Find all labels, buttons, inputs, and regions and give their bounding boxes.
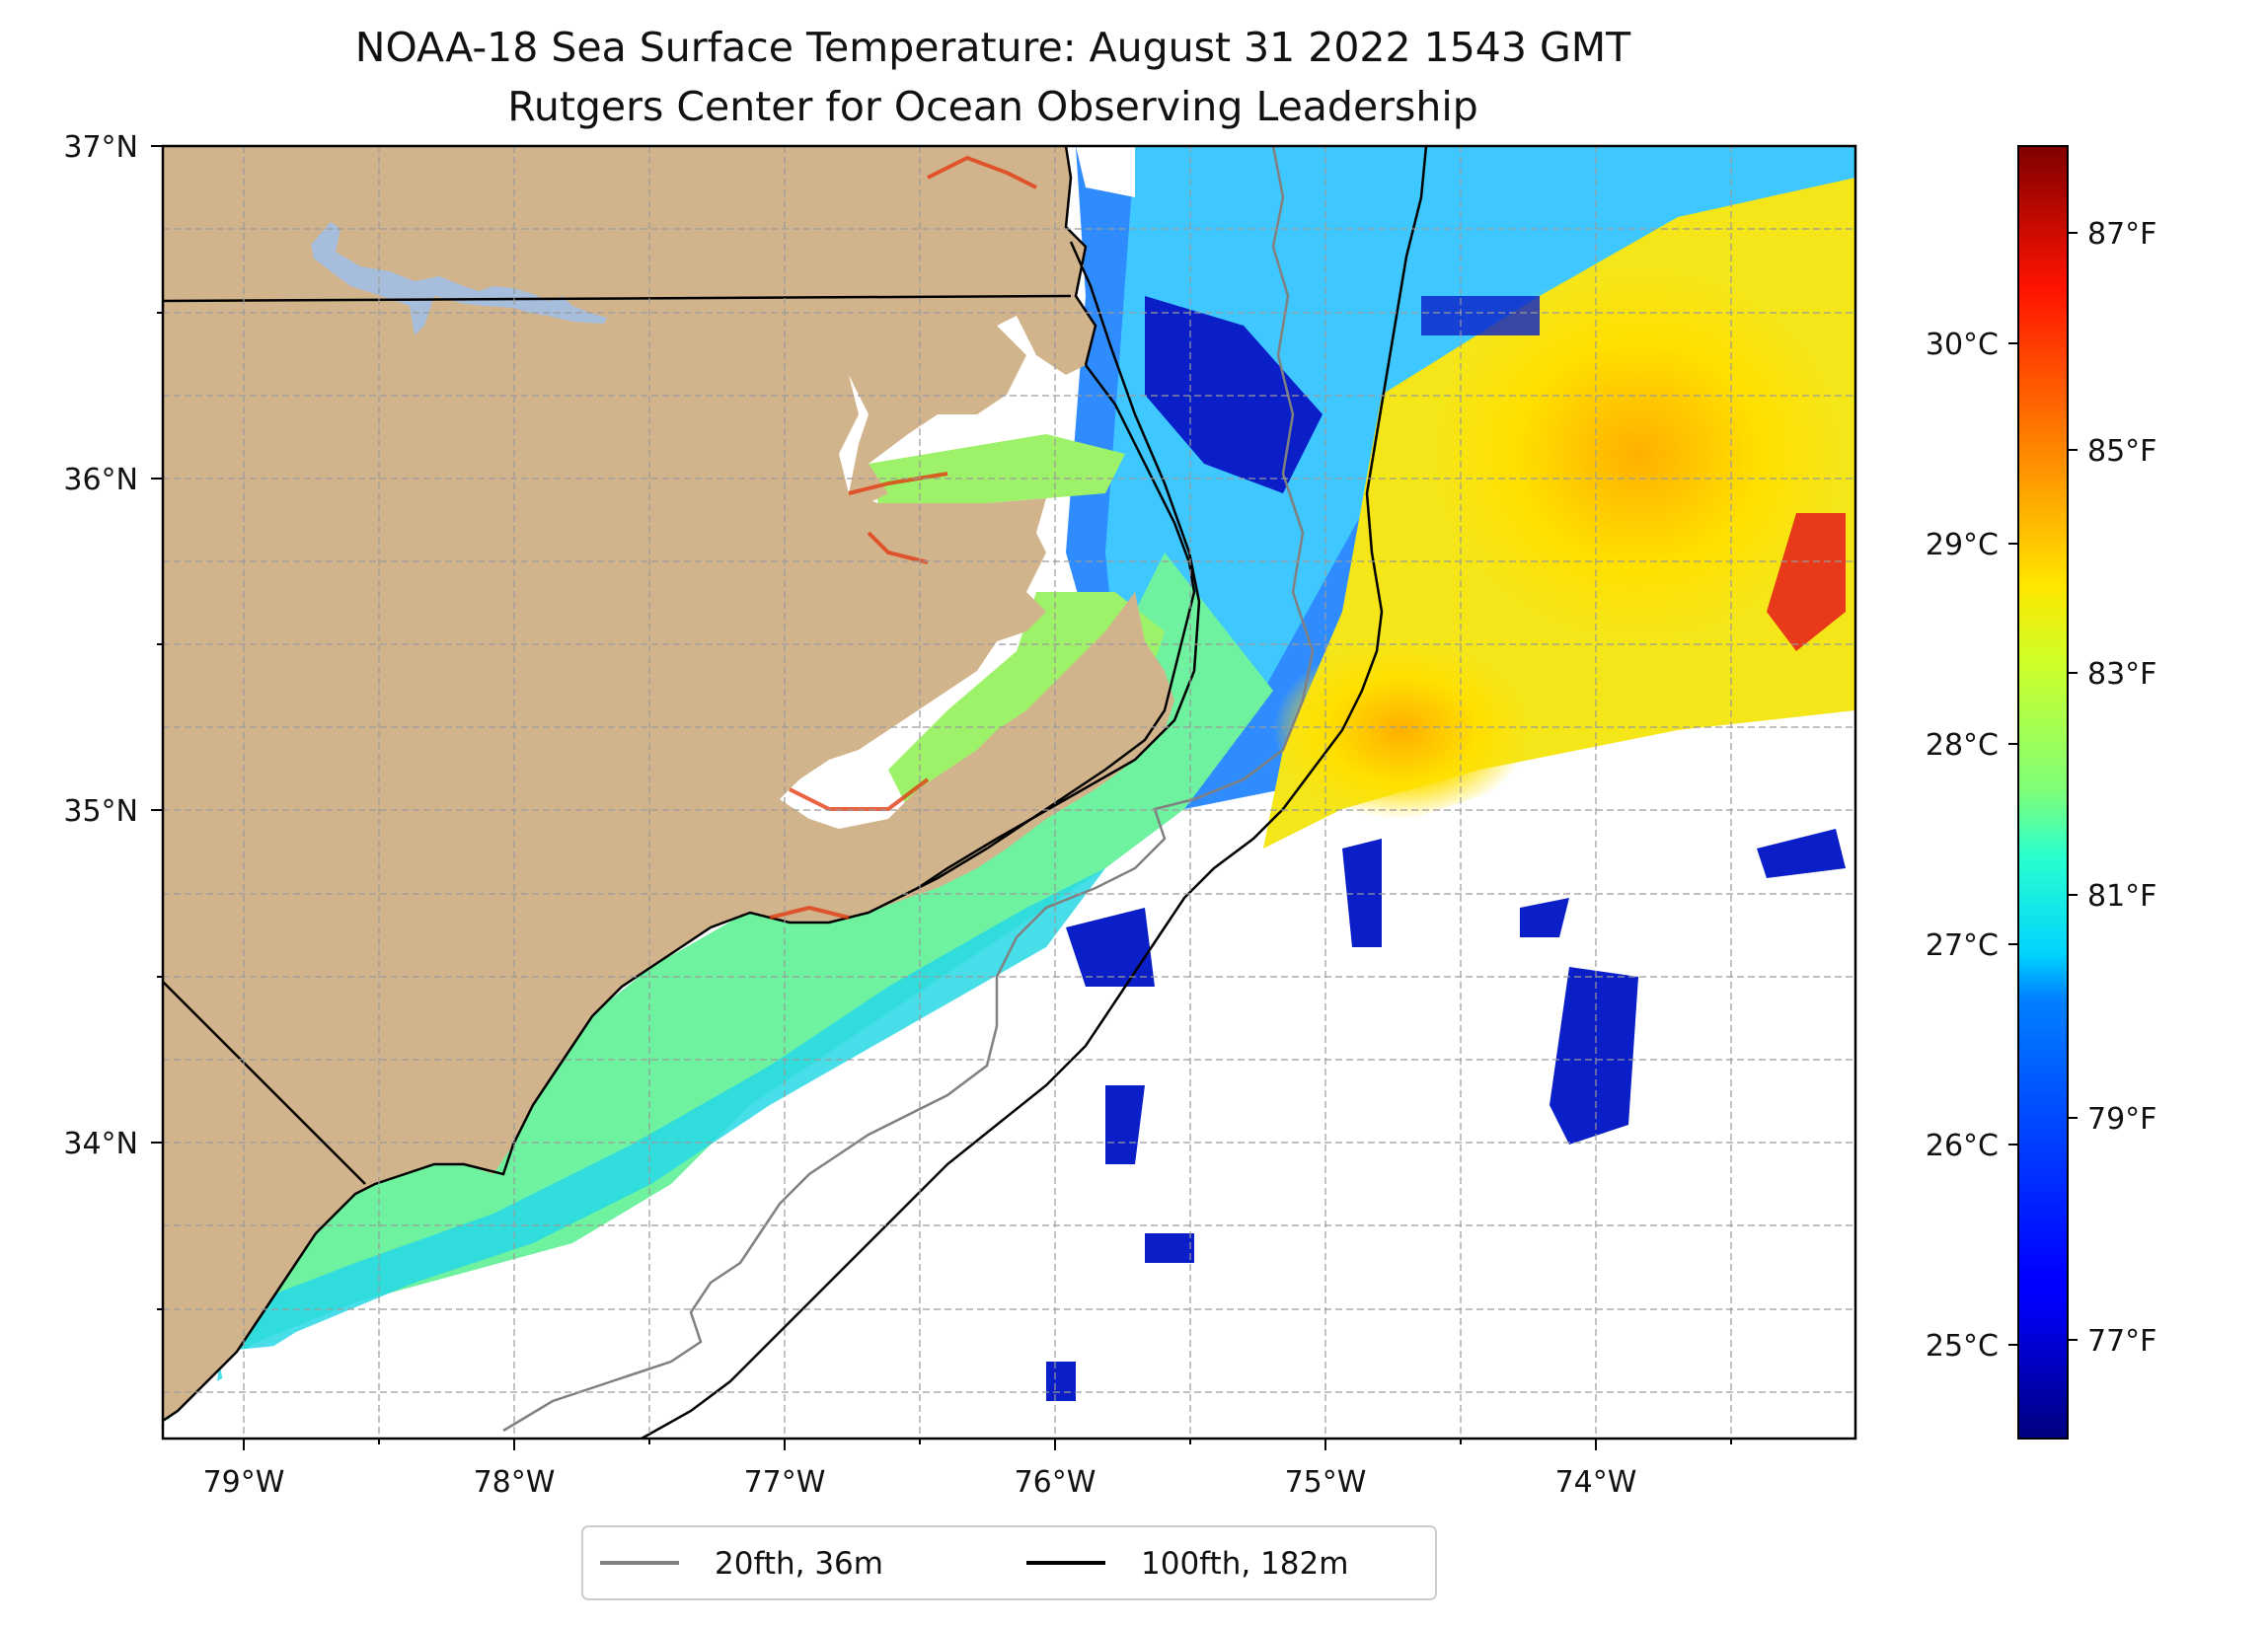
cold-fragment bbox=[1520, 898, 1569, 937]
y-tick-label: 37°N bbox=[63, 130, 138, 165]
cold-fragment bbox=[1105, 1085, 1145, 1164]
celsius-label: 26°C bbox=[1926, 1129, 1999, 1163]
celsius-label: 30°C bbox=[1926, 328, 1999, 362]
x-tick-label: 75°W bbox=[1285, 1465, 1367, 1500]
state-border-nc-sc bbox=[163, 981, 366, 1185]
cold-fragment bbox=[1757, 829, 1846, 878]
colorbar-celsius-ticks bbox=[2008, 342, 2018, 1346]
warm-fringe bbox=[769, 155, 1037, 920]
legend-label-100fth: 100fth, 182m bbox=[1141, 1546, 1348, 1582]
celsius-label: 27°C bbox=[1926, 928, 1999, 963]
fahrenheit-label: 87°F bbox=[2087, 217, 2156, 252]
sst-shelf-cyan bbox=[217, 868, 1105, 1381]
fahrenheit-label: 81°F bbox=[2087, 879, 2156, 914]
chart-title: NOAA-18 Sea Surface Temperature: August … bbox=[355, 24, 1631, 71]
x-tick-label: 76°W bbox=[1015, 1465, 1096, 1500]
x-tick-label: 78°W bbox=[474, 1465, 556, 1500]
land-mass bbox=[163, 146, 1174, 1421]
x-tick-label: 74°W bbox=[1555, 1465, 1637, 1500]
x-tick-label: 79°W bbox=[203, 1465, 285, 1500]
fahrenheit-label: 83°F bbox=[2087, 657, 2156, 692]
y-axis-ticks bbox=[151, 145, 163, 1310]
outer-banks bbox=[917, 241, 1201, 890]
legend-box bbox=[581, 1525, 1437, 1600]
colorbar: 30°C 29°C 28°C 27°C 26°C 25°C 87°F 85°F … bbox=[1926, 145, 2156, 1440]
celsius-label: 28°C bbox=[1926, 728, 1999, 763]
no-data-region-2 bbox=[217, 1342, 345, 1421]
cold-fragment bbox=[1342, 839, 1382, 947]
legend: 20fth, 36m 100fth, 182m bbox=[581, 1525, 1437, 1600]
fahrenheit-label: 77°F bbox=[2087, 1324, 2156, 1359]
y-tick-labels: 37°N 36°N 35°N 34°N bbox=[63, 130, 138, 1161]
sst-warm-core bbox=[1431, 266, 1846, 641]
sst-cold-patch-2 bbox=[1421, 296, 1540, 335]
x-tick-labels: 79°W 78°W 77°W 76°W 75°W 74°W bbox=[203, 1465, 1637, 1500]
sst-shelf-water bbox=[168, 553, 1273, 1421]
celsius-label: 25°C bbox=[1926, 1329, 1999, 1364]
sst-cold-patch bbox=[1145, 296, 1323, 493]
celsius-label: 29°C bbox=[1926, 528, 1999, 562]
map-area bbox=[163, 146, 1855, 1439]
colorbar-fahrenheit-ticks bbox=[2068, 232, 2078, 1341]
cold-fragment bbox=[1066, 908, 1155, 987]
sst-east-eddy bbox=[1767, 513, 1846, 651]
state-border-va-nc bbox=[163, 294, 1072, 303]
lake-kerr bbox=[311, 222, 607, 335]
sst-field bbox=[168, 146, 1855, 1439]
map-frame bbox=[161, 144, 1857, 1441]
y-tick-label: 34°N bbox=[63, 1127, 138, 1161]
no-data-region-3 bbox=[1076, 146, 1135, 197]
isobath-100fth bbox=[641, 146, 1428, 1439]
sst-albemarle-sound bbox=[869, 434, 1125, 503]
no-data-region bbox=[632, 720, 1855, 1439]
sst-warm-core-2 bbox=[1273, 641, 1530, 819]
legend-label-20fth: 20fth, 36m bbox=[715, 1546, 883, 1582]
cold-fragment bbox=[1046, 1362, 1076, 1401]
x-axis-ticks bbox=[243, 1439, 1732, 1450]
colorbar-gradient bbox=[2017, 145, 2069, 1440]
chart-subtitle: Rutgers Center for Ocean Observing Leade… bbox=[507, 83, 1478, 130]
x-tick-label: 77°W bbox=[744, 1465, 826, 1500]
cold-fragment bbox=[1550, 967, 1638, 1145]
fahrenheit-label: 85°F bbox=[2087, 434, 2156, 469]
cold-fragment bbox=[1145, 1233, 1194, 1263]
fahrenheit-label: 79°F bbox=[2087, 1102, 2156, 1137]
isobath-20fth bbox=[502, 146, 1315, 1433]
gridlines bbox=[163, 146, 1855, 1439]
y-tick-label: 36°N bbox=[63, 463, 138, 497]
y-tick-label: 35°N bbox=[63, 794, 138, 829]
